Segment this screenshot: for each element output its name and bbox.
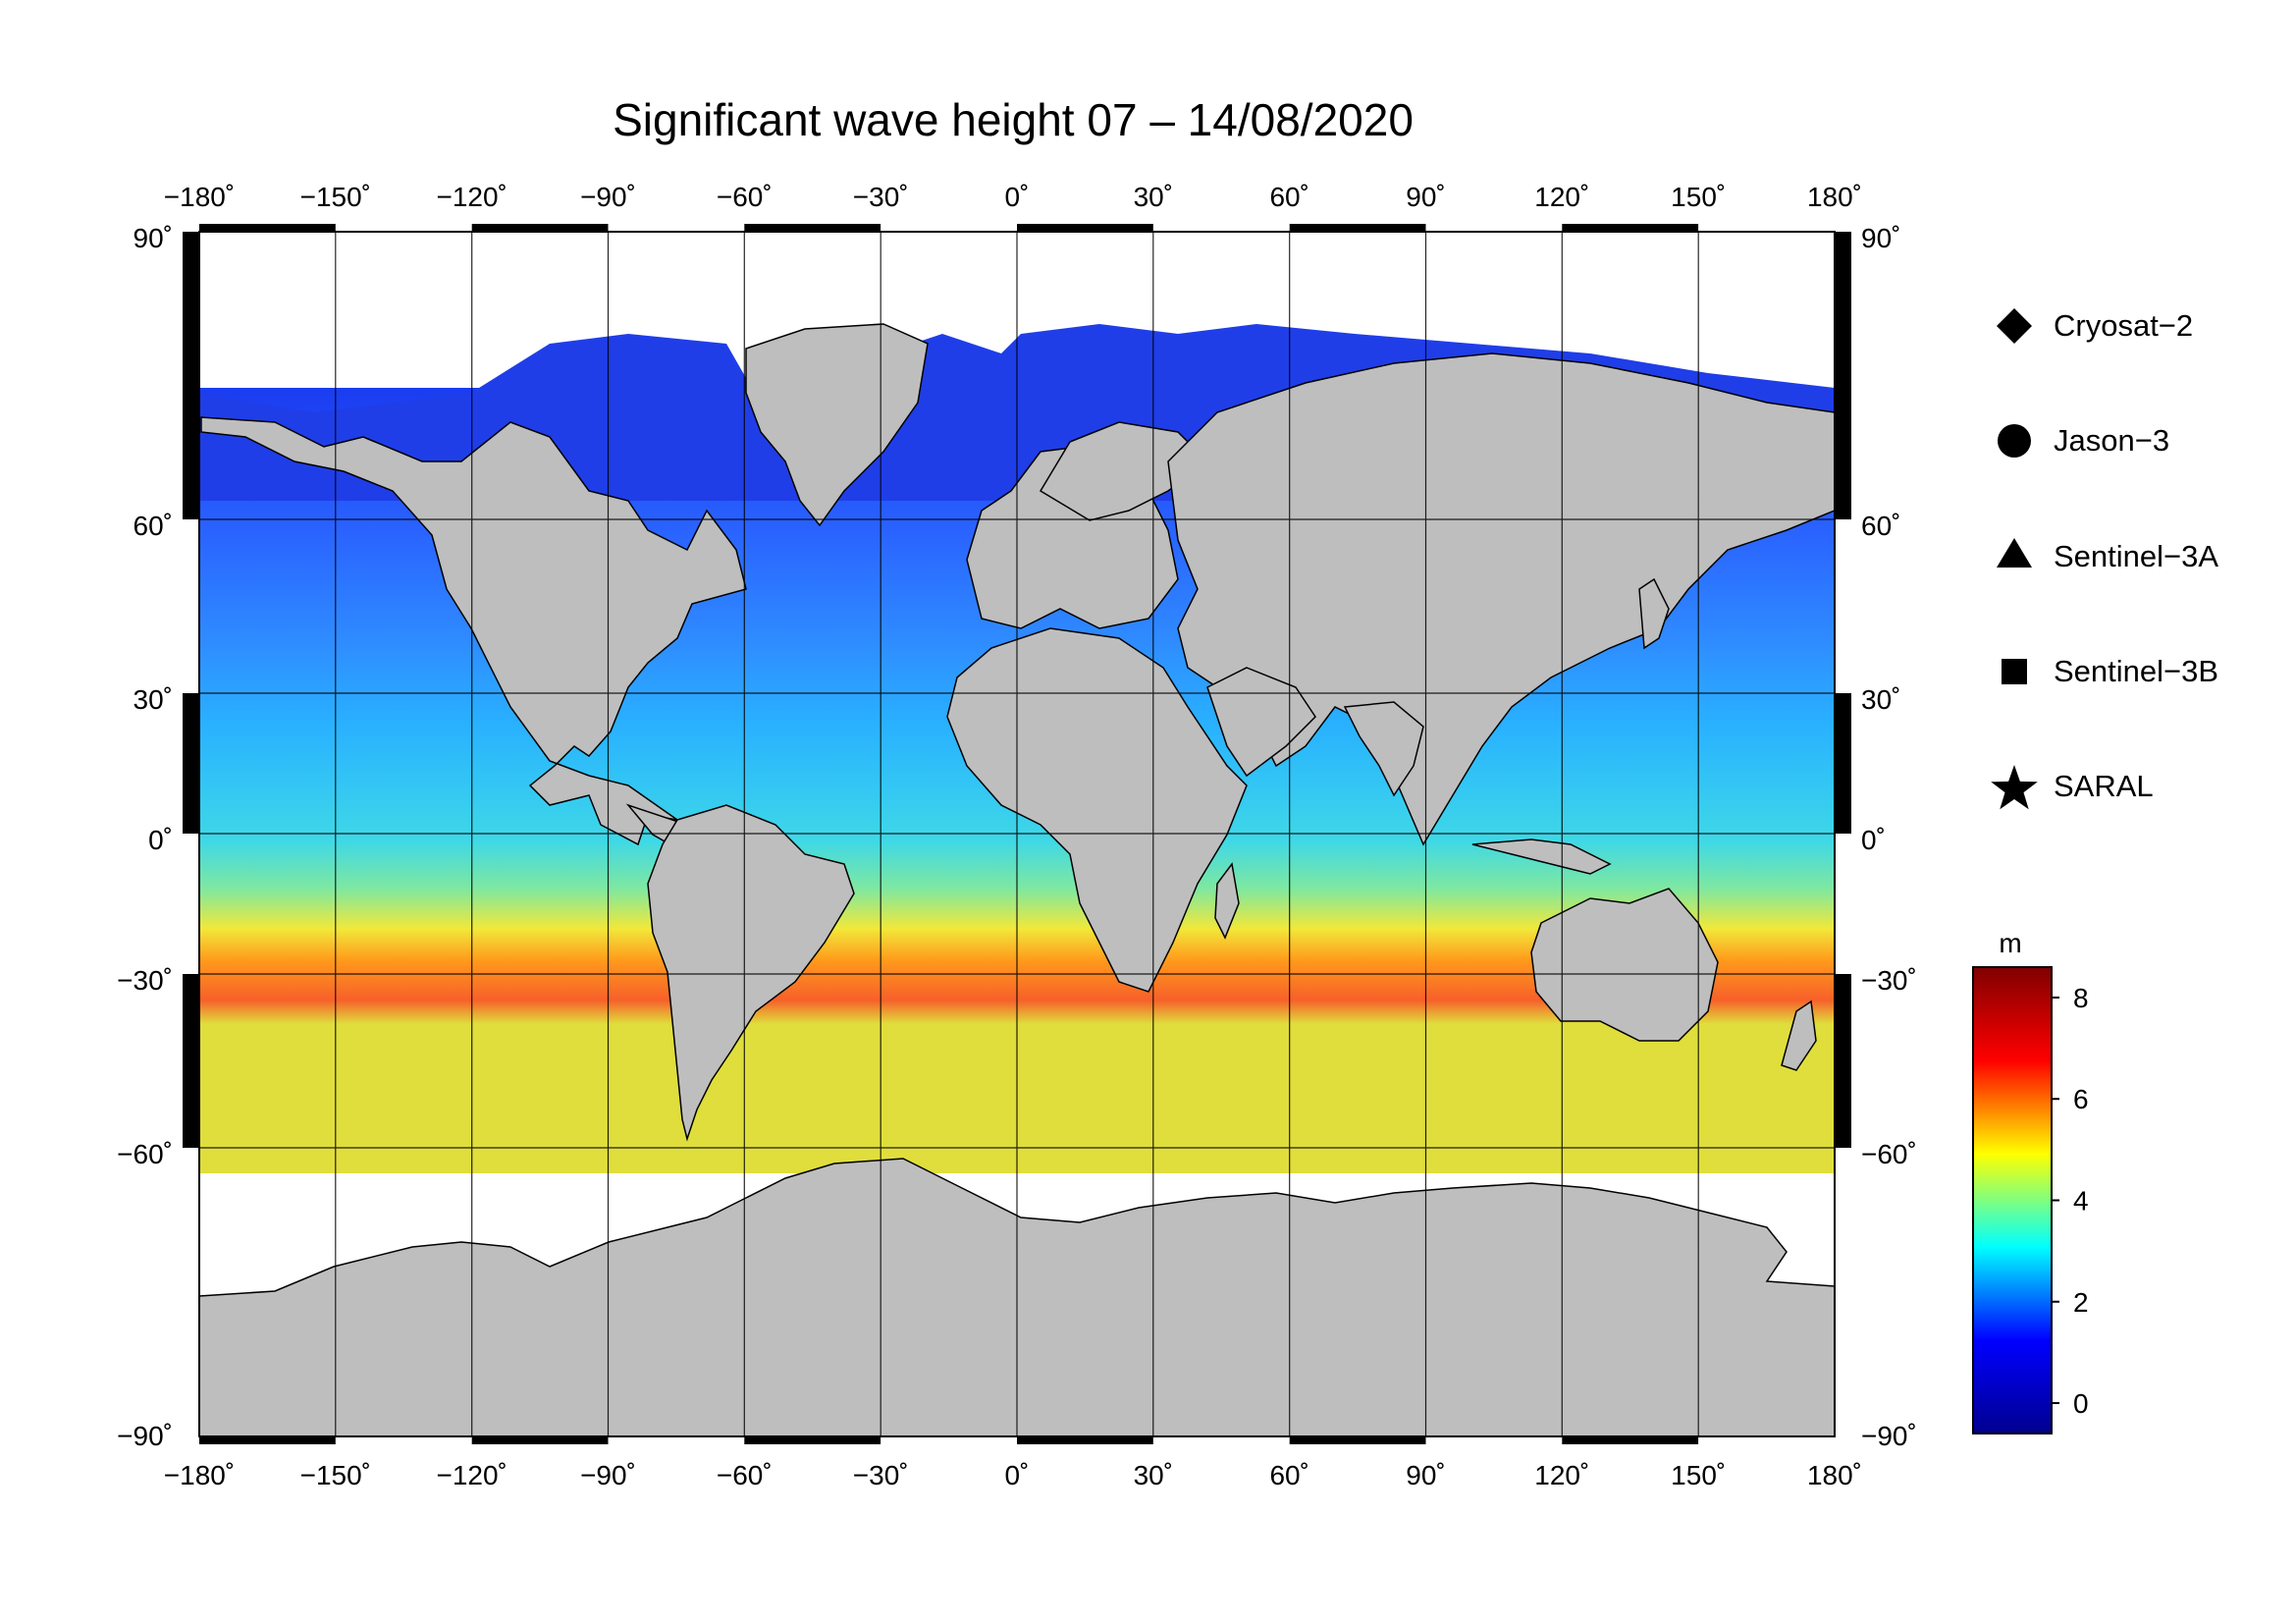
lon-label: 180˚ bbox=[1807, 1460, 1862, 1490]
legend-label: Sentinel−3B bbox=[2054, 654, 2218, 688]
square-icon bbox=[2002, 659, 2027, 684]
india bbox=[1343, 701, 1424, 797]
lon-label: 30˚ bbox=[1134, 1460, 1173, 1490]
lon-label: 180˚ bbox=[1807, 182, 1862, 212]
lon-label: −30˚ bbox=[853, 1460, 909, 1490]
lat-label: 0˚ bbox=[148, 825, 173, 855]
north-america bbox=[200, 416, 747, 846]
lon-label: 60˚ bbox=[1269, 182, 1308, 212]
lat-label: 30˚ bbox=[1861, 684, 1900, 715]
lon-label: 120˚ bbox=[1534, 182, 1589, 212]
lon-label: −90˚ bbox=[580, 182, 636, 212]
japan bbox=[1638, 577, 1670, 650]
colorbar-tick-label: 6 bbox=[2073, 1084, 2089, 1114]
lat-labels-right: 90˚ 60˚ 30˚ 0˚ −30˚ −60˚ −90˚ bbox=[1861, 223, 1917, 1451]
lon-labels-bottom: −180˚ −150˚ −120˚ −90˚ −60˚ −30˚ 0˚ 30˚ … bbox=[164, 1460, 1862, 1490]
colorbar-unit: m bbox=[1999, 928, 2021, 958]
lon-labels-top: −180˚ −150˚ −120˚ −90˚ −60˚ −30˚ 0˚ 30˚ … bbox=[164, 182, 1862, 212]
lat-label: −90˚ bbox=[1861, 1421, 1917, 1451]
greenland bbox=[745, 323, 929, 527]
africa bbox=[946, 627, 1248, 993]
lat-label: −30˚ bbox=[1861, 965, 1917, 996]
lat-label: −60˚ bbox=[1861, 1139, 1917, 1169]
lon-label: 90˚ bbox=[1406, 182, 1445, 212]
lon-label: −60˚ bbox=[717, 1460, 773, 1490]
lat-label: −90˚ bbox=[117, 1421, 173, 1451]
colorbar-ticks: 0 2 4 6 8 bbox=[2052, 983, 2089, 1419]
south-america bbox=[647, 804, 855, 1142]
arabian-peninsula bbox=[1206, 667, 1316, 778]
lon-label: 150˚ bbox=[1671, 1460, 1726, 1490]
lat-label: 30˚ bbox=[133, 684, 173, 715]
lon-label: −150˚ bbox=[300, 1460, 371, 1490]
madagascar bbox=[1214, 862, 1240, 940]
lon-label: 60˚ bbox=[1269, 1460, 1308, 1490]
legend-label: Sentinel−3A bbox=[2054, 539, 2218, 573]
lon-label: −180˚ bbox=[164, 1460, 235, 1490]
lat-label: −30˚ bbox=[117, 965, 173, 996]
frame-scale-bars bbox=[183, 224, 1851, 1444]
lat-label: 90˚ bbox=[133, 223, 173, 253]
legend-label: Jason−3 bbox=[2054, 423, 2169, 458]
lon-label: −150˚ bbox=[300, 182, 371, 212]
colorbar-gradient bbox=[1972, 966, 2053, 1434]
lon-label: 0˚ bbox=[1005, 182, 1030, 212]
legend-label: SARAL bbox=[2054, 769, 2154, 803]
lat-label: 60˚ bbox=[1861, 511, 1900, 541]
circle-icon bbox=[1998, 424, 2031, 458]
lon-label: −90˚ bbox=[580, 1460, 636, 1490]
legend-item-saral: SARAL bbox=[1991, 765, 2154, 810]
lat-label: 90˚ bbox=[1861, 223, 1900, 253]
lon-label: 120˚ bbox=[1534, 1460, 1589, 1490]
legend-label: Cryosat−2 bbox=[2054, 308, 2193, 343]
lon-label: −180˚ bbox=[164, 182, 235, 212]
satellite-legend: Cryosat−2 Jason−3 Sentinel−3A Sentinel−3… bbox=[1991, 308, 2218, 810]
indonesia bbox=[1471, 839, 1612, 875]
colorbar-tick-label: 4 bbox=[2073, 1186, 2089, 1217]
legend-item-cryosat: Cryosat−2 bbox=[1997, 308, 2193, 344]
lon-label: −120˚ bbox=[436, 1460, 507, 1490]
lon-label: 0˚ bbox=[1005, 1460, 1030, 1490]
lon-label: 150˚ bbox=[1671, 182, 1726, 212]
colorbar-tick-label: 8 bbox=[2073, 983, 2089, 1013]
lat-label: −60˚ bbox=[117, 1139, 173, 1169]
lat-labels-left: 90˚ 60˚ 30˚ 0˚ −30˚ −60˚ −90˚ bbox=[117, 223, 173, 1451]
lon-label: 90˚ bbox=[1406, 1460, 1445, 1490]
lon-label: −30˚ bbox=[853, 182, 909, 212]
lon-label: −60˚ bbox=[717, 182, 773, 212]
colorbar-tick-label: 2 bbox=[2073, 1287, 2089, 1318]
lon-label: 30˚ bbox=[1134, 182, 1173, 212]
diamond-icon bbox=[1997, 308, 2032, 344]
colorbar-tick-label: 0 bbox=[2073, 1388, 2089, 1419]
australia bbox=[1530, 888, 1719, 1042]
lat-label: 0˚ bbox=[1861, 825, 1886, 855]
map-title: Significant wave height 07 – 14/08/2020 bbox=[613, 94, 1414, 145]
graticule bbox=[199, 232, 1835, 1436]
star-icon bbox=[1991, 765, 2038, 810]
lat-label: 60˚ bbox=[133, 511, 173, 541]
lon-label: −120˚ bbox=[436, 182, 507, 212]
legend-item-sentinel3a: Sentinel−3A bbox=[1997, 538, 2218, 573]
map-panel bbox=[199, 232, 1835, 1436]
legend-item-jason3: Jason−3 bbox=[1998, 423, 2169, 458]
colorbar: m 0 2 4 6 8 bbox=[1972, 928, 2089, 1434]
triangle-icon bbox=[1997, 538, 2032, 568]
legend-item-sentinel3b: Sentinel−3B bbox=[2002, 654, 2218, 688]
new-zealand bbox=[1781, 1000, 1817, 1071]
